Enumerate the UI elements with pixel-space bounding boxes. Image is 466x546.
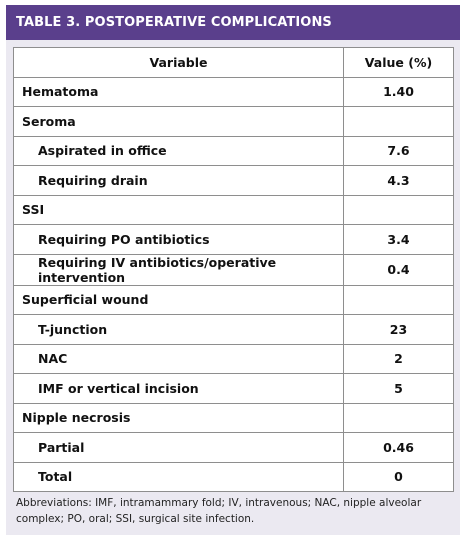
row-value: 23: [343, 314, 454, 345]
row-label: Total: [13, 461, 344, 492]
row-value: 5: [343, 373, 454, 404]
table-row: Requiring drain 4.3: [13, 165, 454, 196]
row-label: Requiring PO antibiotics: [13, 224, 344, 255]
row-value: 0: [343, 461, 454, 492]
row-value: 0.4: [343, 253, 454, 286]
header-row: Variable Value (%): [13, 47, 454, 78]
table-card: TABLE 3. POSTOPERATIVE COMPLICATIONS Var…: [6, 5, 460, 535]
row-value: 1.40: [343, 76, 454, 107]
column-header-value: Value (%): [343, 47, 454, 78]
table-title: TABLE 3. POSTOPERATIVE COMPLICATIONS: [6, 5, 460, 40]
row-value: 7.6: [343, 135, 454, 166]
row-label: Aspirated in office: [13, 135, 344, 166]
row-value: [343, 284, 454, 315]
row-label: Nipple necrosis: [13, 402, 344, 433]
row-label: Requiring drain: [13, 165, 344, 196]
row-label: NAC: [13, 343, 344, 374]
row-value: [343, 402, 454, 433]
table-row: Requiring PO antibiotics 3.4: [13, 224, 454, 255]
row-value: [343, 194, 454, 225]
row-label: Requiring IV antibiotics/operative inter…: [13, 253, 344, 286]
row-label: Hematoma: [13, 76, 344, 107]
table-row: IMF or vertical incision 5: [13, 373, 454, 404]
table-row: Aspirated in office 7.6: [13, 135, 454, 166]
row-label: T-junction: [13, 314, 344, 345]
table-row: Hematoma 1.40: [13, 76, 454, 107]
table-row: SSI: [13, 194, 454, 225]
row-label: Seroma: [13, 106, 344, 137]
row-value: 3.4: [343, 224, 454, 255]
table-footnote: Abbreviations: IMF, intramammary fold; I…: [16, 497, 422, 525]
complications-table: Variable Value (%) Hematoma 1.40 Seroma …: [13, 47, 454, 492]
table-row: T-junction 23: [13, 314, 454, 345]
row-label: Superficial wound: [13, 284, 344, 315]
table-row: Requiring IV antibiotics/operative inter…: [13, 253, 454, 286]
column-header-variable: Variable: [13, 47, 344, 78]
table-row: Superficial wound: [13, 284, 454, 315]
table-row: Nipple necrosis: [13, 402, 454, 433]
table-row: NAC 2: [13, 343, 454, 374]
table-row: Partial 0.46: [13, 432, 454, 463]
row-value: 0.46: [343, 432, 454, 463]
row-value: [343, 106, 454, 137]
table-row: Total 0: [13, 461, 454, 492]
row-value: 4.3: [343, 165, 454, 196]
row-label: IMF or vertical incision: [13, 373, 344, 404]
row-label: Partial: [13, 432, 344, 463]
row-value: 2: [343, 343, 454, 374]
row-label: SSI: [13, 194, 344, 225]
table-row: Seroma: [13, 106, 454, 137]
